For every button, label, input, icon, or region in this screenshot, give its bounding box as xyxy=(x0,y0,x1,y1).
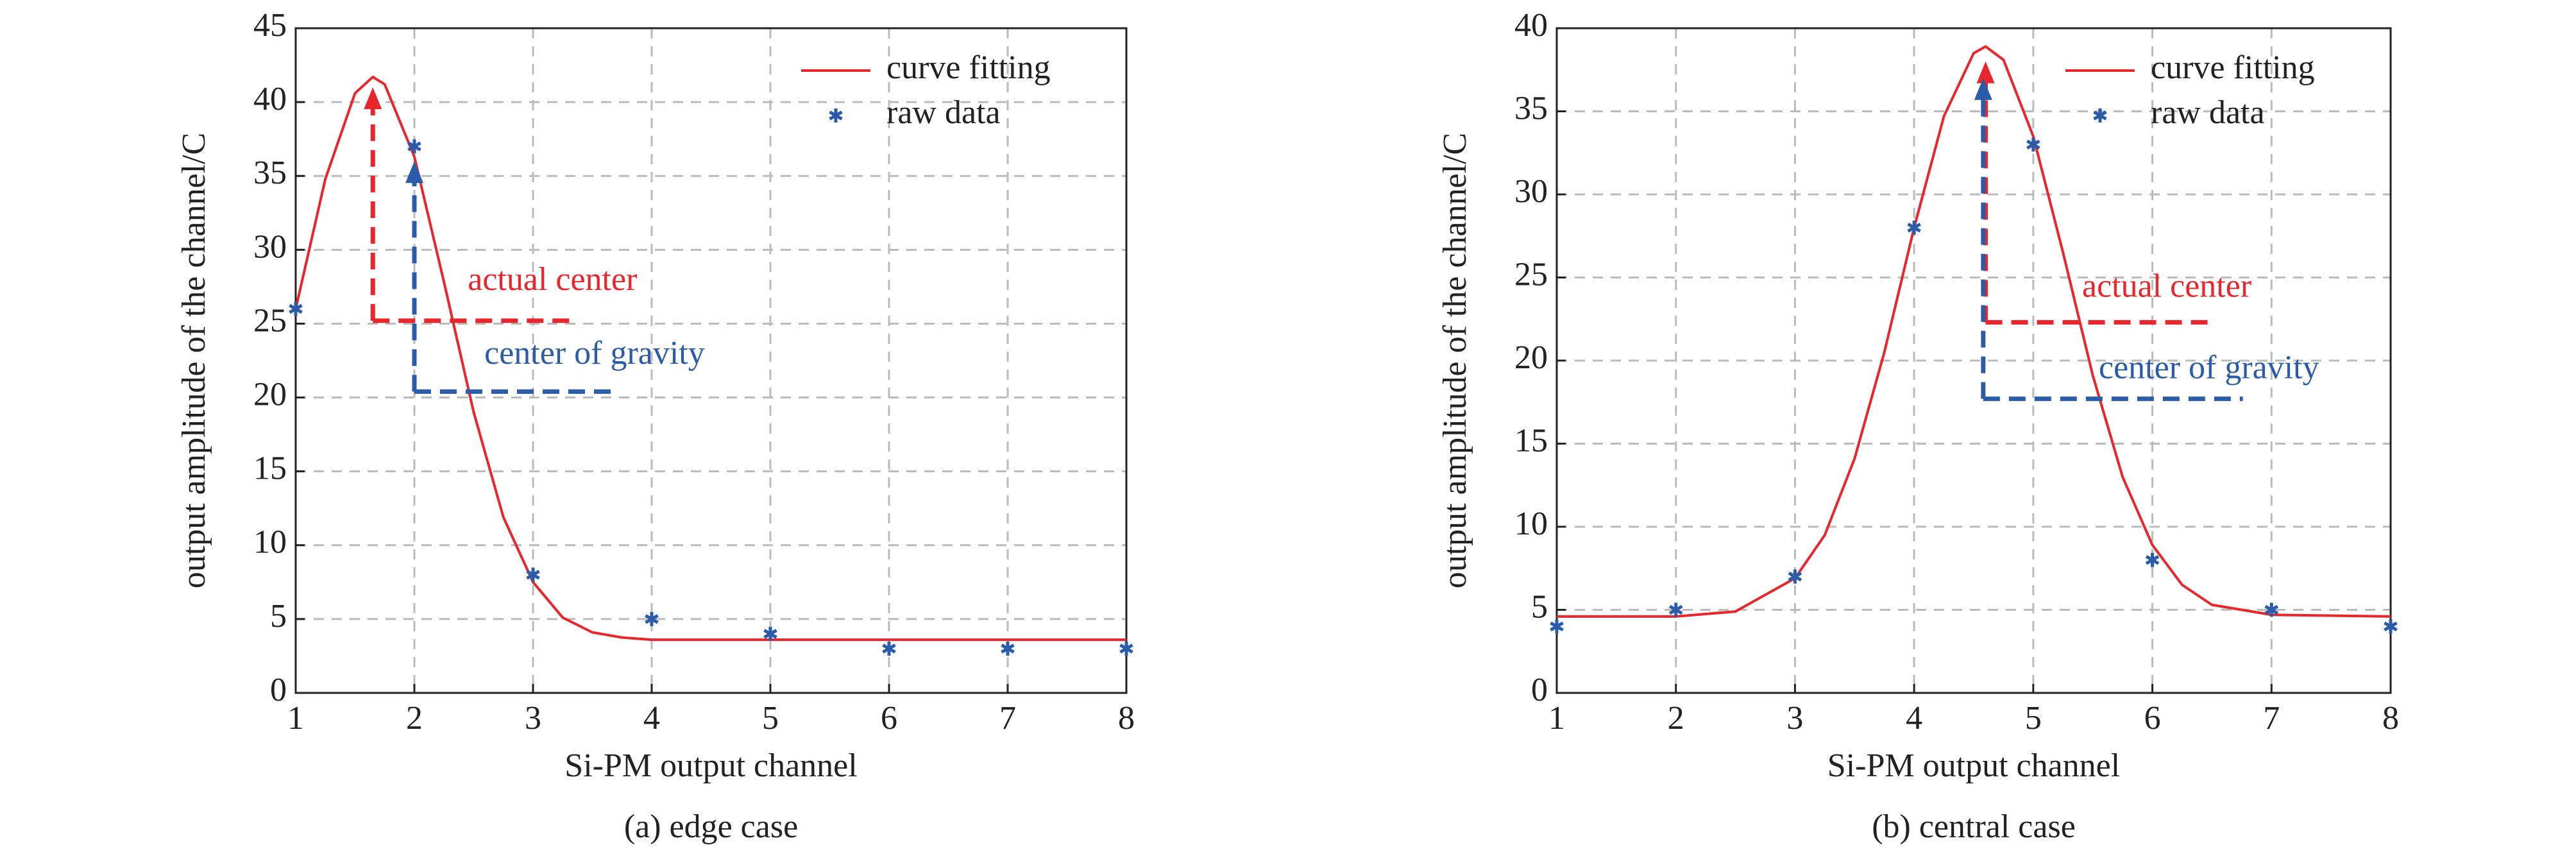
y-tick-label: 35 xyxy=(1514,90,1548,126)
y-tick-label: 35 xyxy=(253,155,287,191)
annotation-label: center of gravity xyxy=(2099,349,2319,386)
y-axis-label: output amplitude of the channel/C xyxy=(176,133,212,589)
raw-point xyxy=(763,626,777,641)
y-tick-label: 15 xyxy=(1514,422,1548,459)
x-tick-label: 6 xyxy=(881,700,897,737)
y-tick-label: 15 xyxy=(253,450,287,487)
x-tick-label: 5 xyxy=(762,700,779,737)
x-tick-label: 2 xyxy=(1668,700,1684,737)
x-tick-label: 4 xyxy=(1906,700,1922,737)
marker-stroke xyxy=(829,110,843,121)
x-tick-label: 2 xyxy=(406,700,423,737)
annotation-label: center of gravity xyxy=(484,335,705,371)
plot-frame xyxy=(1555,27,2392,694)
raw-point xyxy=(2026,137,2040,152)
y-tick-label: 40 xyxy=(1514,7,1548,44)
x-tick-label: 1 xyxy=(287,700,304,737)
marker-stroke xyxy=(645,614,659,624)
y-tick-label: 45 xyxy=(253,7,287,44)
y-axis-label: output amplitude of the channel/C xyxy=(1437,133,1473,589)
marker-stroke xyxy=(289,303,303,314)
raw-point xyxy=(1550,619,1564,634)
raw-point xyxy=(1668,602,1683,617)
marker-stroke xyxy=(2384,621,2398,632)
x-tick-label: 1 xyxy=(1548,700,1565,737)
annotation-arrowhead xyxy=(1974,78,1992,100)
marker-stroke xyxy=(2026,139,2040,149)
marker-stroke xyxy=(1550,621,1564,632)
x-tick-label: 6 xyxy=(2144,700,2161,737)
y-tick-label: 20 xyxy=(1514,339,1548,376)
marker-stroke xyxy=(2264,604,2279,615)
raw-point xyxy=(882,641,896,656)
marker-stroke xyxy=(882,644,896,654)
y-tick-label: 20 xyxy=(253,376,287,413)
y-tick-label: 30 xyxy=(253,228,287,265)
y-tick-label: 10 xyxy=(253,524,287,561)
raw-point xyxy=(2264,602,2279,617)
raw-point xyxy=(526,567,540,582)
x-tick-label: 7 xyxy=(2263,700,2280,737)
legend-label: raw data xyxy=(886,94,1001,131)
plot-frame xyxy=(294,27,1128,694)
marker-stroke xyxy=(1001,644,1015,654)
x-tick-label: 3 xyxy=(1786,700,1803,737)
marker-stroke xyxy=(763,629,777,639)
y-tick-label: 30 xyxy=(1514,173,1548,210)
marker-stroke xyxy=(1907,223,1921,233)
x-tick-label: 8 xyxy=(1118,700,1135,737)
marker-stroke xyxy=(1668,604,1683,615)
x-tick-label: 8 xyxy=(2382,700,2399,737)
annotation-arrowhead xyxy=(405,161,423,183)
raw-point xyxy=(1907,220,1921,235)
raw-point xyxy=(2145,552,2160,567)
x-tick-label: 7 xyxy=(999,700,1016,737)
legend-swatch xyxy=(2093,108,2107,123)
y-tick-label: 25 xyxy=(1514,256,1548,293)
legend-swatch xyxy=(829,108,843,123)
raw-point xyxy=(407,139,421,154)
raw-point xyxy=(2384,619,2398,634)
legend-label: curve fitting xyxy=(2151,49,2315,86)
marker-stroke xyxy=(1119,644,1133,654)
legend-label: raw data xyxy=(2151,94,2265,131)
annotation-arrowhead xyxy=(1976,61,1995,83)
y-tick-label: 0 xyxy=(1531,672,1548,708)
x-tick-label: 4 xyxy=(643,700,660,737)
y-tick-label: 10 xyxy=(1514,506,1548,542)
y-tick-label: 25 xyxy=(253,302,287,339)
marker-stroke xyxy=(2093,110,2107,121)
fit-curve xyxy=(294,75,1126,642)
annotation-arrowhead xyxy=(364,87,382,110)
legend-label: curve fitting xyxy=(886,49,1051,86)
marker-stroke xyxy=(526,570,540,580)
raw-point xyxy=(1788,569,1802,584)
x-axis-label: Si-PM output channel xyxy=(1827,747,2120,784)
raw-point xyxy=(645,611,659,626)
x-tick-label: 3 xyxy=(525,700,541,737)
raw-point xyxy=(1119,641,1133,656)
raw-point xyxy=(289,302,303,316)
y-tick-label: 5 xyxy=(1531,588,1548,625)
marker-stroke xyxy=(407,141,421,151)
annotation-label: actual center xyxy=(468,261,637,298)
x-tick-label: 5 xyxy=(2025,700,2042,737)
fit-curve xyxy=(1557,45,2391,618)
y-tick-label: 5 xyxy=(270,598,287,635)
y-tick-label: 0 xyxy=(270,672,287,708)
x-axis-label: Si-PM output channel xyxy=(564,747,857,784)
caption: (a) edge case xyxy=(624,808,798,845)
marker-stroke xyxy=(2145,555,2160,565)
marker-stroke xyxy=(1788,572,1802,582)
caption: (b) central case xyxy=(1872,808,2076,845)
y-tick-label: 40 xyxy=(253,81,287,117)
raw-point xyxy=(1001,641,1015,656)
annotation-label: actual center xyxy=(2082,268,2251,305)
